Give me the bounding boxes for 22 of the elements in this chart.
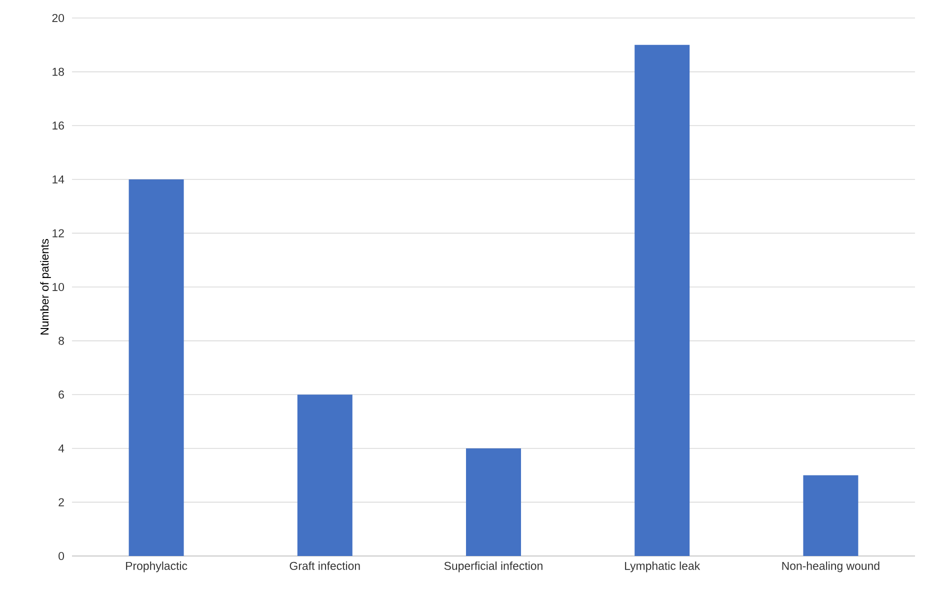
bar (466, 448, 522, 556)
bar (803, 475, 858, 556)
y-tick-label: 4 (58, 444, 64, 452)
x-tick-label: Superficial infection (444, 562, 542, 572)
x-tick-label: Lymphatic leak (625, 562, 700, 572)
bar (297, 394, 352, 556)
y-axis-title: Number of patients (40, 239, 51, 334)
y-tick-label: 0 (58, 552, 64, 560)
y-tick-label: 18 (52, 68, 64, 76)
x-tick-label: Non-healing wound (782, 562, 880, 572)
y-tick-label: 14 (52, 175, 64, 184)
bar (128, 179, 184, 556)
x-tick-label: Graft infection (290, 562, 360, 570)
y-tick-label: 12 (52, 229, 64, 238)
y-tick-label: 20 (52, 14, 64, 22)
y-tick-label: 6 (58, 390, 64, 399)
y-tick-label: 8 (58, 336, 64, 345)
y-tick-label: 2 (58, 498, 64, 506)
y-tick-label: 10 (52, 282, 64, 292)
bar (634, 44, 690, 556)
x-tick-label: Prophylactic (126, 562, 188, 572)
y-tick-label: 16 (52, 122, 64, 130)
